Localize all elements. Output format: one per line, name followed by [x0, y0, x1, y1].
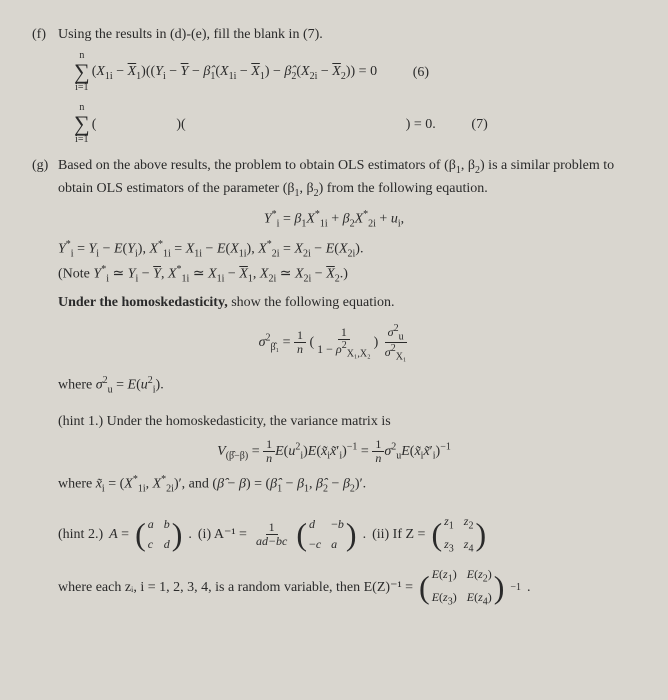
eq6-body: (X1i − X1)((Yi − Y − β̂1(X1i − X1) − β̂2…: [92, 61, 377, 84]
variance-eq: σ2β̂₁ = 1n (11 − ρ2X₁,X₂) σ2uσ2X₁: [32, 323, 636, 363]
matrix-EZ: (E(z1)E(z2)E(z3)E(z4)): [419, 565, 504, 610]
where-xtilde: where x̃i = (X*1i, X*2i)′, and (β̂ − β) …: [58, 472, 636, 496]
matrix-A: (abcd): [135, 515, 182, 553]
where-sigma-u: where σ2u = E(u2i).: [58, 373, 636, 397]
hint-1: (hint 1.) Under the homoskedasticity, th…: [58, 411, 636, 432]
blank-mid: )(: [176, 114, 185, 135]
blank-right: ) = 0.: [406, 114, 436, 135]
matrix-A-inv: (d−b−ca): [296, 515, 356, 553]
section-f: (f) Using the results in (d)-(e), fill t…: [32, 24, 636, 45]
under-line: Under the homoskedasticity, show the fol…: [58, 292, 636, 313]
label-f: (f): [32, 24, 58, 45]
equation-7: n ∑ i=1 ( )( ) = 0. (7): [72, 103, 636, 145]
hint-2-line: (hint 2.) A = (abcd) . (i) A⁻¹ = 1ad−bc …: [58, 512, 636, 557]
matrix-Z: (z1z2z3z4): [431, 512, 486, 557]
text-f: Using the results in (d)-(e), fill the b…: [58, 24, 636, 45]
section-g: (g) Based on the above results, the prob…: [32, 155, 636, 201]
sigma-icon: n ∑ i=1: [74, 103, 90, 145]
defs-line: Y*i = Yi − E(Yi), X*1i = X1i − E(X1i), X…: [58, 237, 636, 261]
note-line: (Note Y*i ≃ Yi − Y, X*1i ≃ X1i − X1, X2i…: [58, 262, 636, 286]
blank-left: (: [92, 114, 97, 135]
eqnum-6: (6): [389, 62, 429, 83]
equation-6: n ∑ i=1 (X1i − X1)((Yi − Y − β̂1(X1i − X…: [72, 51, 636, 93]
eqnum-7: (7): [448, 114, 488, 135]
var-matrix-eq: V(β̂−β) = 1nE(u2i)E(x̃ix̃′i)−1 = 1nσ2uE(…: [32, 438, 636, 465]
label-g: (g): [32, 155, 58, 176]
text-g: Based on the above results, the problem …: [58, 155, 636, 201]
where-z: where each zᵢ, i = 1, 2, 3, 4, is a rand…: [58, 565, 636, 610]
sigma-icon: n ∑ i=1: [74, 51, 90, 93]
eq-ystar: Y*i = β1X*1i + β2X*2i + ui,: [32, 207, 636, 231]
